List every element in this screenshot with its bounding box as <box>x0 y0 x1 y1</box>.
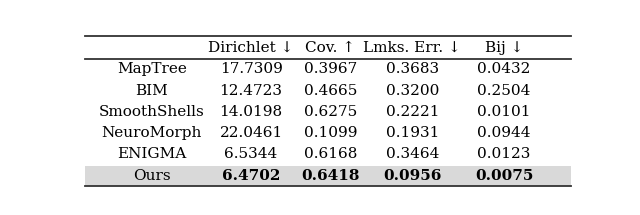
FancyBboxPatch shape <box>85 166 571 186</box>
Text: 0.2221: 0.2221 <box>385 105 439 119</box>
Text: 0.0075: 0.0075 <box>475 169 533 183</box>
Text: Cov. ↑: Cov. ↑ <box>305 41 355 55</box>
Text: SmoothShells: SmoothShells <box>99 105 205 119</box>
Text: 0.6168: 0.6168 <box>304 147 357 161</box>
Text: 0.0101: 0.0101 <box>477 105 531 119</box>
Text: Dirichlet ↓: Dirichlet ↓ <box>209 41 294 55</box>
Text: 0.1931: 0.1931 <box>386 126 439 140</box>
Text: 0.0432: 0.0432 <box>477 62 531 76</box>
Text: 12.4723: 12.4723 <box>220 84 283 98</box>
Text: 22.0461: 22.0461 <box>220 126 283 140</box>
Text: ENIGMA: ENIGMA <box>117 147 186 161</box>
Text: Bij ↓: Bij ↓ <box>485 41 524 55</box>
Text: 6.4702: 6.4702 <box>222 169 280 183</box>
Text: 6.5344: 6.5344 <box>225 147 278 161</box>
Text: BIM: BIM <box>136 84 168 98</box>
Text: 0.4665: 0.4665 <box>304 84 357 98</box>
Text: 0.1099: 0.1099 <box>304 126 357 140</box>
Text: 14.0198: 14.0198 <box>220 105 283 119</box>
Text: 0.2504: 0.2504 <box>477 84 531 98</box>
Text: 0.0123: 0.0123 <box>477 147 531 161</box>
Text: 0.0956: 0.0956 <box>383 169 442 183</box>
Text: 17.7309: 17.7309 <box>220 62 282 76</box>
Text: MapTree: MapTree <box>117 62 187 76</box>
Text: 0.3464: 0.3464 <box>386 147 439 161</box>
Text: 0.6275: 0.6275 <box>304 105 357 119</box>
Text: NeuroMorph: NeuroMorph <box>102 126 202 140</box>
Text: Ours: Ours <box>133 169 171 183</box>
Text: 0.0944: 0.0944 <box>477 126 531 140</box>
Text: 0.3200: 0.3200 <box>386 84 439 98</box>
Text: Lmks. Err. ↓: Lmks. Err. ↓ <box>364 41 461 55</box>
Text: 0.3683: 0.3683 <box>386 62 439 76</box>
Text: 0.3967: 0.3967 <box>304 62 357 76</box>
Text: 0.6418: 0.6418 <box>301 169 360 183</box>
